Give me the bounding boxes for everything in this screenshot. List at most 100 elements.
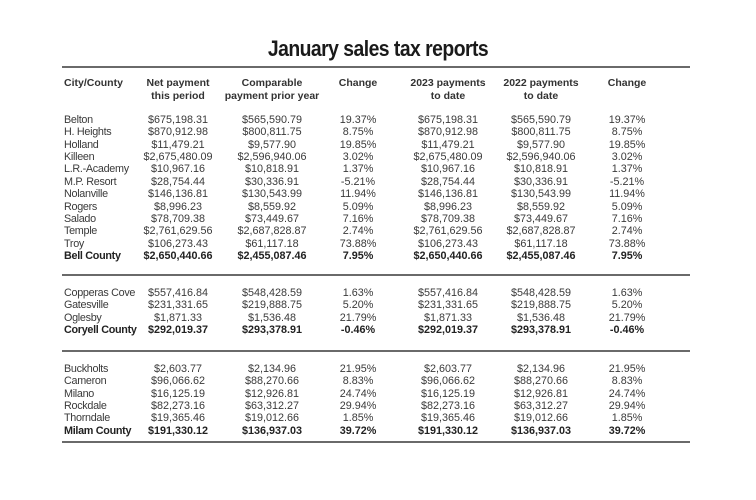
comparable-payment: $73,449.67 bbox=[244, 212, 300, 225]
change-to-date: 8.83% bbox=[611, 375, 643, 388]
comparable-payment: $2,134.96 bbox=[247, 363, 297, 375]
comparable-payment: $548,428.59 bbox=[241, 287, 303, 299]
payments-2023: $231,331.65 bbox=[417, 299, 479, 312]
bottom-rule bbox=[62, 441, 690, 443]
payments-2023: $557,416.84 bbox=[417, 287, 479, 299]
net-payment: $870,912.98 bbox=[147, 126, 209, 139]
payments-2023: $2,675,480.09 bbox=[413, 151, 483, 164]
payments-2022: $219,888.75 bbox=[510, 299, 572, 312]
net-payment: $146,136.81 bbox=[147, 188, 209, 201]
net-payment: $106,273.43 bbox=[147, 237, 209, 250]
payments-2023: $11,479.21 bbox=[421, 138, 475, 151]
city-name: Thorndale bbox=[64, 412, 110, 425]
net-payment: $8,996.23 bbox=[153, 200, 203, 213]
comparable-payment: $10,818.91 bbox=[244, 163, 300, 176]
change: -5.21% bbox=[340, 175, 376, 188]
city-name: Oglesby bbox=[64, 311, 102, 324]
table-row: Buckholts $2,603.77 $2,134.96 21.95% $2,603.… bbox=[0, 363, 756, 375]
table-row: M.P. Resort $28,754.44 $30,336.91 -5.21% $28… bbox=[0, 176, 756, 188]
net-payment: $1,871.33 bbox=[153, 311, 203, 324]
payments-2022: $73,449.67 bbox=[513, 212, 569, 225]
net-payment: $10,967.16 bbox=[150, 163, 206, 176]
payments-2023: $28,754.44 bbox=[420, 175, 476, 188]
net-payment: $292,019.37 bbox=[147, 324, 209, 337]
change-to-date: 5.09% bbox=[611, 200, 643, 213]
payments-2023: $292,019.37 bbox=[417, 324, 479, 337]
section-divider bbox=[62, 274, 690, 276]
payments-2022: $800,811.75 bbox=[511, 126, 571, 139]
payments-2023: $82,273.16 bbox=[420, 400, 476, 413]
payments-2023: $16,125.19 bbox=[420, 387, 476, 400]
table-row: Salado $78,709.38 $73,449.67 7.16% $78,709.3… bbox=[0, 213, 756, 225]
city-name: M.P. Resort bbox=[64, 175, 117, 188]
payments-2022: $30,336.91 bbox=[513, 175, 569, 188]
payments-2023: $106,273.43 bbox=[417, 237, 479, 250]
net-payment: $2,603.77 bbox=[153, 363, 203, 375]
payments-2022: $12,926.81 bbox=[513, 387, 569, 400]
comparable-payment: $8,559.92 bbox=[247, 200, 297, 213]
change-to-date: 1.85% bbox=[611, 412, 643, 425]
payments-2023: $2,650,440.66 bbox=[413, 249, 483, 262]
city-name: Milano bbox=[64, 387, 95, 400]
payments-2022: $130,543.99 bbox=[510, 188, 572, 201]
payments-2022: $10,818.91 bbox=[513, 163, 569, 176]
change: 21.79% bbox=[339, 311, 377, 324]
county-total-row: Bell County $2,650,440.66 $2,455,087.46 7.9… bbox=[0, 250, 756, 262]
payments-2023: $146,136.81 bbox=[417, 188, 479, 201]
city-name: Troy bbox=[64, 237, 84, 250]
header-city-county: City/County bbox=[64, 77, 123, 89]
change-to-date: 8.75% bbox=[611, 126, 643, 139]
net-payment: $16,125.19 bbox=[150, 387, 206, 400]
comparable-payment: $61,117.18 bbox=[245, 237, 299, 250]
change-to-date: 1.37% bbox=[611, 163, 643, 176]
payments-2022: $2,455,087.46 bbox=[506, 249, 576, 262]
comparable-payment: $9,577.90 bbox=[247, 138, 297, 151]
net-payment: $2,675,480.09 bbox=[143, 151, 213, 164]
net-payment: $191,330.12 bbox=[147, 424, 209, 437]
payments-2023: $10,967.16 bbox=[420, 163, 476, 176]
change-to-date: 1.63% bbox=[611, 287, 643, 299]
city-name: Killeen bbox=[64, 151, 95, 164]
payments-2023: $8,996.23 bbox=[423, 200, 473, 213]
table-row: Oglesby $1,871.33 $1,536.48 21.79% $1,871.33… bbox=[0, 312, 756, 324]
city-name: H. Heights bbox=[64, 126, 112, 139]
city-name: Bell County bbox=[64, 249, 121, 262]
change: 7.16% bbox=[342, 212, 374, 225]
payments-2022: $9,577.90 bbox=[516, 138, 566, 151]
payments-2023: $19,365.46 bbox=[420, 412, 476, 425]
payments-2022: $8,559.92 bbox=[516, 200, 566, 213]
change-to-date: 3.02% bbox=[611, 151, 643, 164]
change: 8.75% bbox=[342, 126, 374, 139]
change-to-date: 19.37% bbox=[608, 114, 646, 126]
change-to-date: 39.72% bbox=[608, 424, 646, 437]
table-row: Holland $11,479.21 $9,577.90 19.85% $11,479.… bbox=[0, 139, 756, 151]
payments-2022: $2,134.96 bbox=[516, 363, 566, 375]
city-name: Coryell County bbox=[64, 324, 137, 337]
net-payment: $78,709.38 bbox=[150, 212, 206, 225]
table-row: Troy $106,273.43 $61,117.18 73.88% $106,273.… bbox=[0, 238, 756, 250]
change: 1.63% bbox=[342, 287, 374, 299]
county-total-row: Milam County $191,330.12 $136,937.03 39.72%… bbox=[0, 425, 756, 437]
payments-2023: $191,330.12 bbox=[417, 424, 479, 437]
county-total-row: Coryell County $292,019.37 $293,378.91 -0.4… bbox=[0, 324, 756, 336]
header-2023-to-date: 2023 payments to date bbox=[410, 77, 486, 102]
net-payment: $675,198.31 bbox=[147, 114, 209, 126]
table-row: Rockdale $82,273.16 $63,312.27 29.94% $82,27… bbox=[0, 400, 756, 412]
table-row: Copperas Cove $557,416.84 $548,428.59 1.63%… bbox=[0, 287, 756, 299]
net-payment: $82,273.16 bbox=[150, 400, 206, 413]
payments-2022: $19,012.66 bbox=[513, 412, 569, 425]
comparable-payment: $219,888.75 bbox=[241, 299, 303, 312]
payments-2023: $2,761,629.56 bbox=[413, 225, 483, 238]
header-net-payment: Net payment this period bbox=[146, 77, 210, 102]
city-name: L.R.-Academy bbox=[64, 163, 129, 176]
payments-2023: $96,066.62 bbox=[420, 375, 476, 388]
change: 5.09% bbox=[342, 200, 374, 213]
change: 24.74% bbox=[339, 387, 377, 400]
city-name: Holland bbox=[64, 138, 99, 151]
change: 7.95% bbox=[342, 249, 374, 262]
change-to-date: 11.94% bbox=[609, 188, 645, 201]
payments-2022: $88,270.66 bbox=[513, 375, 569, 388]
comparable-payment: $12,926.81 bbox=[244, 387, 300, 400]
change-to-date: 7.95% bbox=[611, 249, 643, 262]
city-name: Buckholts bbox=[64, 363, 109, 375]
